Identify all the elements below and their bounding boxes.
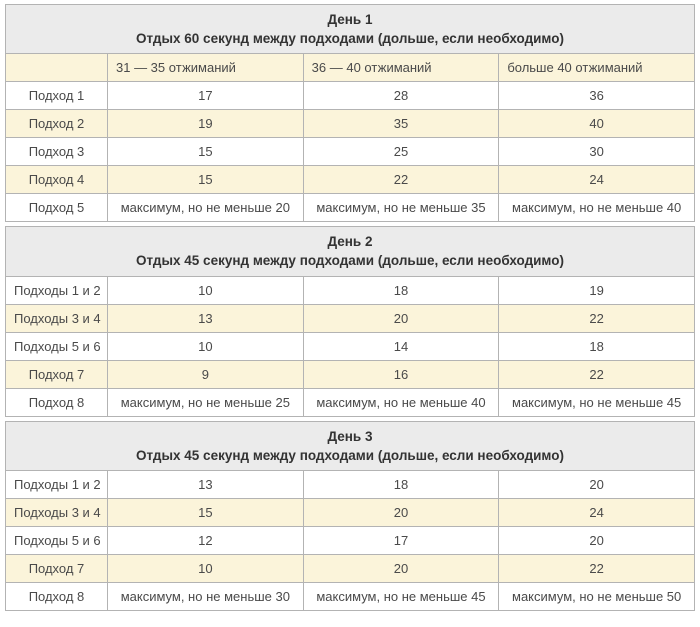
cell-value: 22 [498,553,695,583]
cell-value: 35 [302,109,500,139]
day1-title: День 1 [327,12,373,27]
cell-value: 19 [498,275,695,305]
cell-value: максимум, но не меньше 20 [107,193,304,223]
row-label: Подходы 1 и 2 [5,275,108,305]
cell-value: 22 [302,165,500,195]
cell-value: 40 [498,109,695,139]
cell-value: 20 [302,303,500,333]
cell-value: 17 [302,525,500,555]
row-label: Подход 2 [5,109,108,139]
table-row: Подходы 5 и 6 10 14 18 [5,331,695,361]
cell-value: 13 [107,469,304,499]
day3-header-row: День 3 Отдых 45 секунд между подходами (… [5,420,695,471]
cell-value: 10 [107,553,304,583]
row-label: Подходы 5 и 6 [5,525,108,555]
day2-header-cell: День 2 Отдых 45 секунд между подходами (… [5,226,695,277]
table-row: Подход 8 максимум, но не меньше 30 максиму… [5,581,695,611]
table-row: Подходы 5 и 6 12 17 20 [5,525,695,555]
cell-value: 14 [302,331,500,361]
day2-title: День 2 [327,234,373,250]
cell-value: 16 [302,359,500,389]
day3-title: День 3 [327,428,373,444]
row-label: Подход 5 [5,193,108,223]
day2-header-row: День 2 Отдых 45 секунд между подходами (… [5,226,695,277]
cell-value: максимум, но не меньше 40 [498,193,695,223]
cell-value: 30 [498,137,695,167]
cell-value: 20 [498,525,695,555]
cell-value: максимум, но не меньше 30 [107,581,304,611]
cell-value: 22 [498,303,695,333]
cell-value: 13 [107,303,304,333]
day3-header-cell: День 3 Отдых 45 секунд между подходами (… [5,420,695,471]
cell-value: 20 [498,469,695,499]
day2-table: День 2 Отдых 45 секунд между подходами (… [5,226,695,417]
day1-header-cell: День 1 Отдых 60 секунд между подходами (… [5,3,695,55]
table-row: Подход 4 15 22 24 [5,165,695,195]
day2-subtitle: Отдых 45 секунд между подходами (дольше,… [136,253,564,269]
column-header-31-35: 31 — 35 отжиманий [107,53,304,83]
table-row: Подход 2 19 35 40 [5,109,695,139]
corner-cell [5,53,108,83]
row-label: Подходы 3 и 4 [5,303,108,333]
table-row: Подходы 1 и 2 10 18 19 [5,275,695,305]
table-row: Подход 3 15 25 30 [5,137,695,167]
row-label: Подход 1 [5,81,108,111]
row-label: Подход 7 [5,359,108,389]
day1-header-row: День 1 Отдых 60 секунд между подходами (… [5,3,695,55]
cell-value: максимум, но не меньше 50 [498,581,695,611]
row-label: Подходы 1 и 2 [5,469,108,499]
cell-value: 22 [498,359,695,389]
cell-value: максимум, но не меньше 40 [302,387,500,417]
table-row: Подход 8 максимум, но не меньше 25 максиму… [5,387,695,417]
table-row: Подходы 3 и 4 15 20 24 [5,497,695,527]
cell-value: 15 [107,497,304,527]
cell-value: 24 [498,497,695,527]
table-row: Подходы 1 и 2 13 18 20 [5,469,695,499]
cell-value: 24 [498,165,695,195]
row-label: Подходы 5 и 6 [5,331,108,361]
cell-value: 20 [302,553,500,583]
row-label: Подход 3 [5,137,108,167]
cell-value: 18 [498,331,695,361]
row-label: Подход 8 [5,387,108,417]
day3-subtitle: Отдых 45 секунд между подходами (дольше,… [136,447,564,463]
day1-subtitle: Отдых 60 секунд между подходами (дольше,… [136,31,564,47]
column-header-over-40: больше 40 отжиманий [498,53,695,83]
cell-value: 28 [302,81,500,111]
cell-value: 10 [107,331,304,361]
row-label: Подходы 3 и 4 [5,497,108,527]
row-label: Подход 8 [5,581,108,611]
day1-table: День 1 Отдых 60 секунд между подходами (… [5,3,695,223]
table-row: Подходы 3 и 4 13 20 22 [5,303,695,333]
cell-value: 17 [107,81,304,111]
row-label: Подход 4 [5,165,108,195]
table-row: Подход 7 10 20 22 [5,553,695,583]
cell-value: 18 [302,469,500,499]
column-header-36-40: 36 — 40 отжиманий [302,53,500,83]
cell-value: максимум, но не меньше 45 [302,581,500,611]
cell-value: 18 [302,275,500,305]
table-row: Подход 7 9 16 22 [5,359,695,389]
cell-value: максимум, но не меньше 25 [107,387,304,417]
cell-value: 15 [107,165,304,195]
table-row: Подход 1 17 28 36 [5,81,695,111]
cell-value: 36 [498,81,695,111]
row-label: Подход 7 [5,553,108,583]
cell-value: максимум, но не меньше 45 [498,387,695,417]
table-row: Подход 5 максимум, но не меньше 20 максиму… [5,193,695,223]
cell-value: 25 [302,137,500,167]
cell-value: максимум, но не меньше 35 [302,193,500,223]
cell-value: 19 [107,109,304,139]
cell-value: 15 [107,137,304,167]
day1-column-header-row: 31 — 35 отжиманий 36 — 40 отжиманий боль… [5,53,695,83]
cell-value: 10 [107,275,304,305]
day3-table: День 3 Отдых 45 секунд между подходами (… [5,420,695,611]
cell-value: 20 [302,497,500,527]
cell-value: 9 [107,359,304,389]
cell-value: 12 [107,525,304,555]
